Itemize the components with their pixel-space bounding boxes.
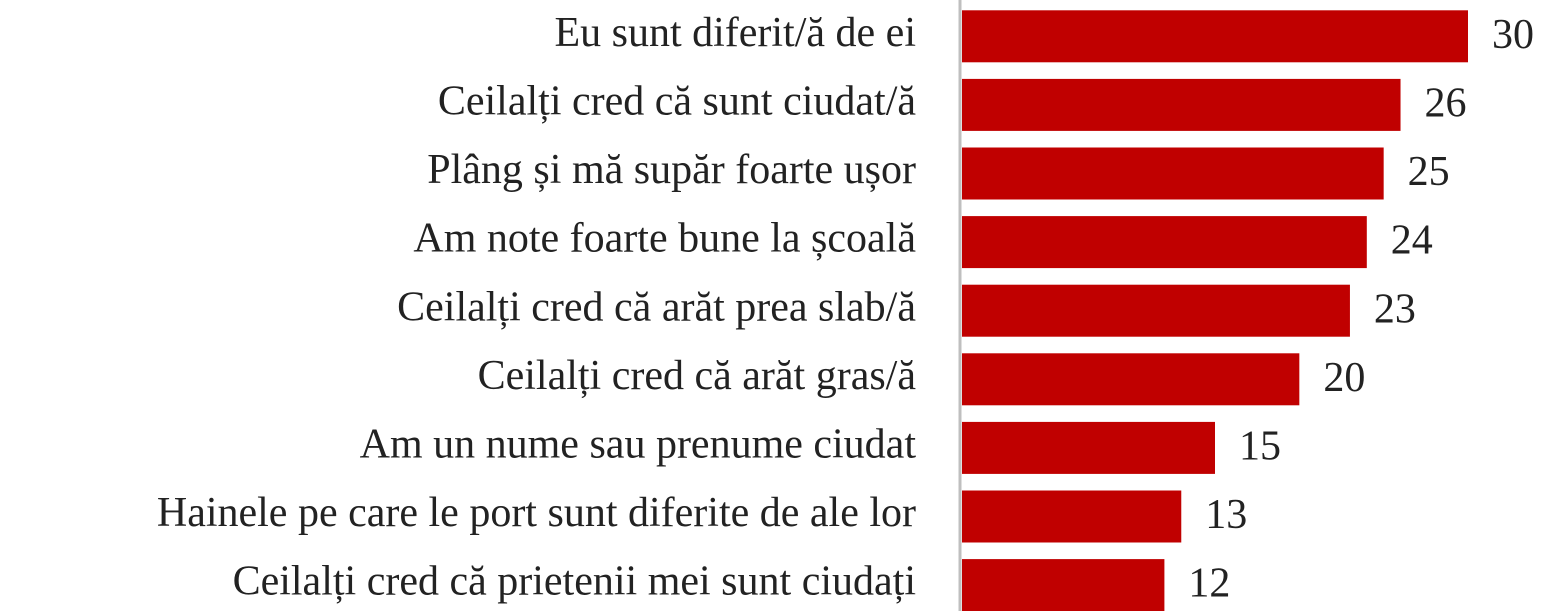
category-label: Am un nume sau prenume ciudat: [360, 422, 917, 468]
bar: [962, 559, 1165, 611]
value-label: 26: [1425, 81, 1467, 127]
category-label: Ceilalți cred că arăt prea slab/ă: [397, 284, 916, 330]
bar: [962, 216, 1367, 269]
value-label: 12: [1188, 561, 1230, 607]
value-label: 15: [1239, 424, 1281, 470]
value-label: 23: [1374, 286, 1416, 332]
category-label: Eu sunt diferit/ă de ei: [554, 10, 916, 56]
bar: [962, 490, 1182, 543]
category-label: Ceilalți cred că prietenii mei sunt ciud…: [233, 559, 916, 605]
value-label: 20: [1323, 355, 1365, 401]
category-label: Am note foarte bune la școală: [413, 216, 916, 262]
bar: [962, 421, 1215, 474]
value-label: 25: [1408, 149, 1450, 195]
category-label: Hainele pe care le port sunt diferite de…: [157, 490, 916, 536]
bar: [962, 10, 1468, 63]
value-label: 24: [1391, 218, 1433, 264]
category-label: Plâng și mă supăr foarte ușor: [427, 147, 916, 193]
bar: [962, 147, 1384, 200]
category-label: Ceilalți cred că sunt ciudat/ă: [438, 79, 916, 125]
bar: [962, 78, 1401, 131]
category-label: Ceilalți cred că arăt gras/ă: [478, 353, 917, 399]
value-label: 13: [1205, 492, 1247, 538]
bar: [962, 284, 1350, 337]
value-label: 30: [1492, 12, 1534, 58]
bar: [962, 353, 1300, 406]
